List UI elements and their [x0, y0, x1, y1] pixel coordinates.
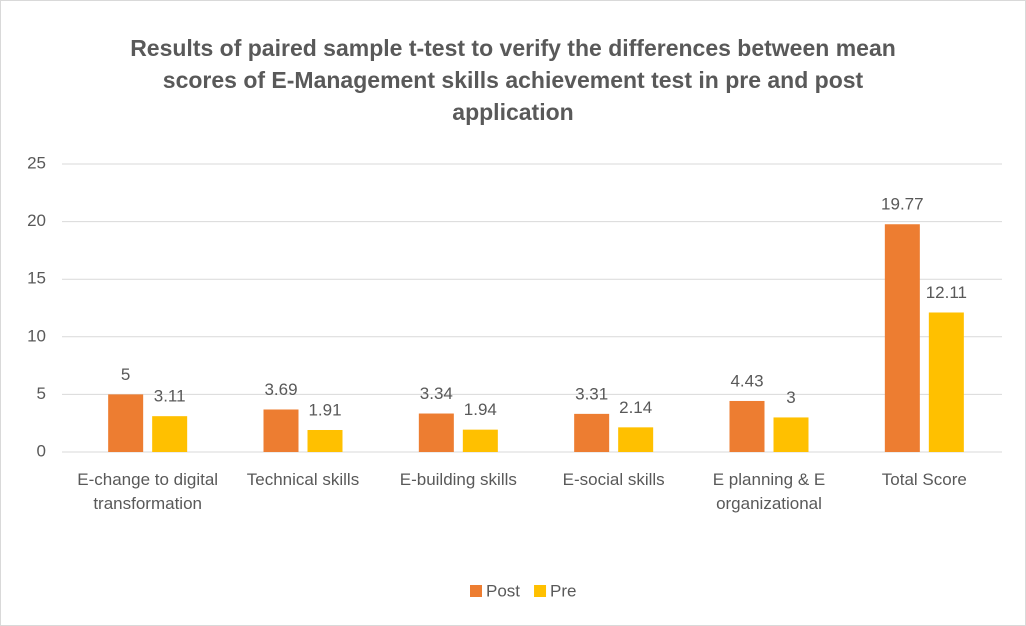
x-tick-label: E planning & E organizational [712, 470, 826, 513]
bar [618, 427, 654, 452]
chart-title: Results of paired sample t-test to verif… [130, 35, 896, 125]
bar [773, 417, 809, 452]
data-label: 5 [121, 365, 130, 384]
bar [729, 400, 765, 452]
legend-swatch [534, 585, 547, 597]
y-tick-label: 5 [37, 384, 46, 403]
y-tick-label: 0 [37, 441, 46, 460]
y-tick-label: 15 [27, 269, 46, 288]
data-label: 2.14 [619, 398, 652, 417]
bar [152, 416, 188, 452]
y-tick-label: 20 [27, 211, 46, 230]
bar [418, 413, 454, 452]
data-label: 19.77 [881, 195, 924, 214]
x-tick-label: Total Score [881, 470, 967, 489]
bar [108, 394, 144, 452]
y-tick-label: 25 [27, 153, 46, 172]
bar [462, 429, 498, 452]
bar [884, 224, 920, 452]
data-label: 3.31 [575, 384, 608, 403]
data-label: 12.11 [926, 283, 967, 302]
data-label: 1.94 [464, 400, 497, 419]
bar [574, 413, 610, 452]
x-tick-label: Technical skills [246, 470, 360, 489]
legend-swatch [470, 585, 482, 597]
legend-label: Post [486, 581, 520, 600]
y-tick-label: 10 [27, 326, 46, 345]
x-tick-label: E-building skills [399, 470, 517, 489]
data-label: 3.69 [264, 380, 297, 399]
data-label: 1.91 [308, 400, 341, 419]
data-label: 3.11 [154, 387, 186, 406]
legend-label: Pre [550, 581, 576, 600]
bar [928, 312, 964, 452]
bar [307, 429, 343, 452]
data-label: 3.34 [420, 384, 453, 403]
x-tick-label: E-change to digital transformation [77, 470, 219, 513]
bar [263, 409, 299, 452]
data-label: 4.43 [730, 371, 763, 390]
x-tick-label: E-social skills [562, 470, 665, 489]
data-label: 3 [786, 388, 795, 407]
